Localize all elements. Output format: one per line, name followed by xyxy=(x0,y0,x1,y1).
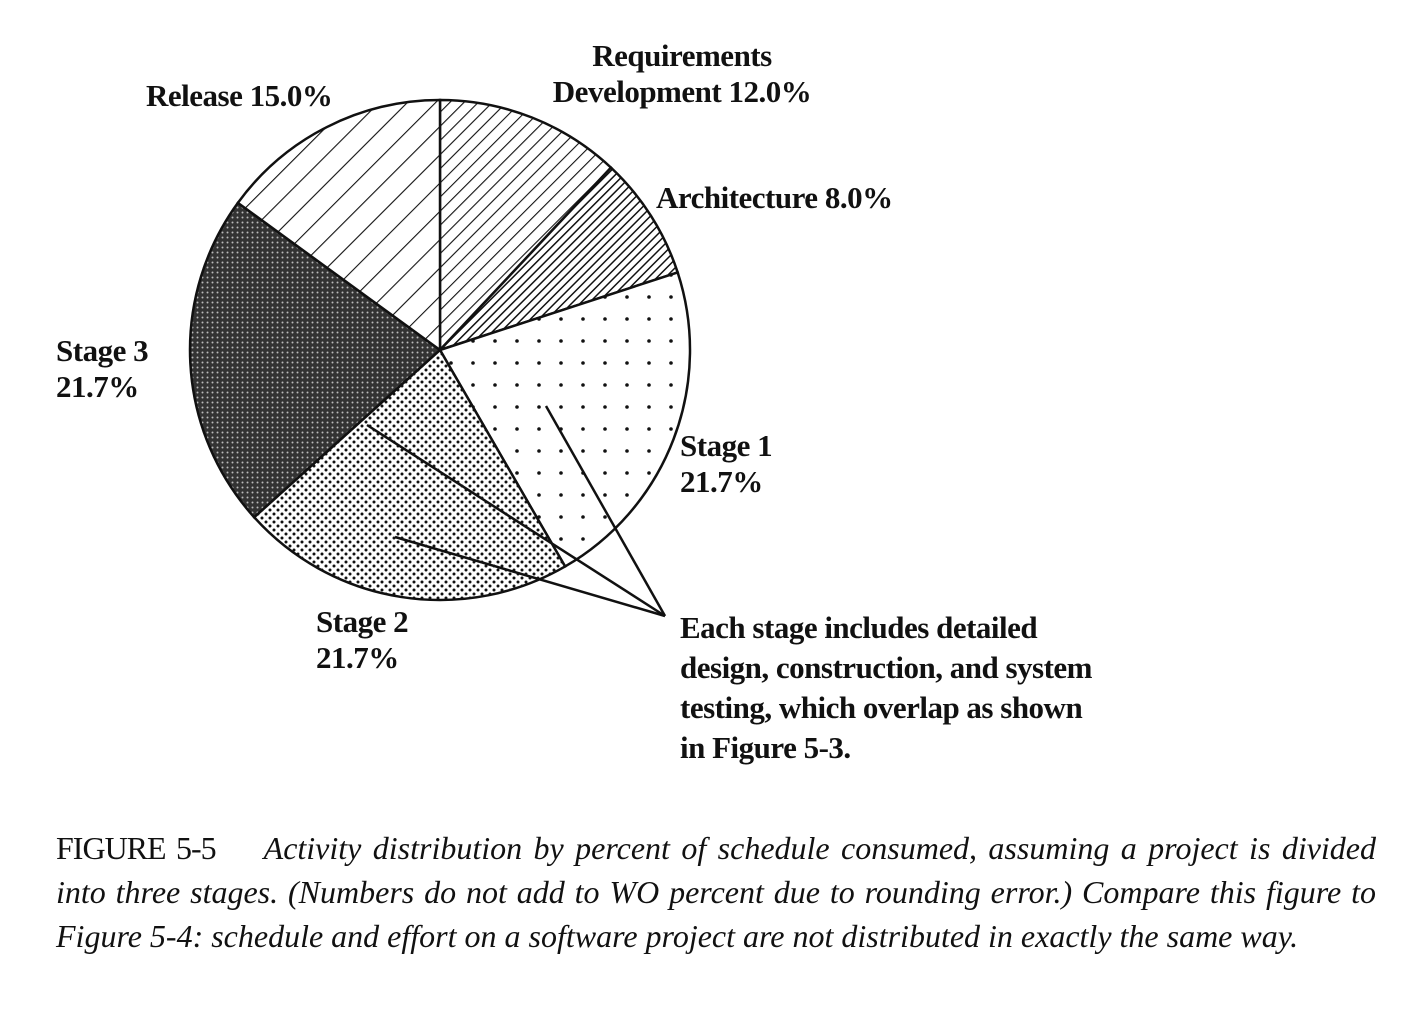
label-line: Stage 1 xyxy=(680,428,773,463)
label-stage-1: Stage 1 21.7% xyxy=(680,428,773,500)
figure-number: FIGURE 5-5 xyxy=(56,830,217,866)
stage-annotation: Each stage includes detailed design, con… xyxy=(680,608,1093,768)
figure-caption: FIGURE 5-5 Activity distribution by perce… xyxy=(56,826,1376,958)
label-requirements: Requirements Development 12.0% xyxy=(522,38,842,110)
label-line: 21.7% xyxy=(680,464,763,499)
label-line: Architecture 8.0% xyxy=(656,180,893,215)
label-stage-3: Stage 3 21.7% xyxy=(56,333,149,405)
annotation-line: design, construction, and system xyxy=(680,650,1093,685)
label-release: Release 15.0% xyxy=(146,78,333,114)
caption-text: Activity distribution by percent of sche… xyxy=(56,830,1377,954)
annotation-line: Each stage includes detailed xyxy=(680,610,1038,645)
label-line: Release 15.0% xyxy=(146,78,333,113)
label-line: Stage 2 xyxy=(316,604,409,639)
label-line: Stage 3 xyxy=(56,333,149,368)
pie-slice-2 xyxy=(438,270,692,569)
label-line: 21.7% xyxy=(316,640,399,675)
pie-slice-0 xyxy=(438,98,613,354)
label-line: Development 12.0% xyxy=(552,74,812,109)
pie-slice-5 xyxy=(236,98,442,353)
annotation-line: in Figure 5-3. xyxy=(680,730,851,765)
pie-slice-3 xyxy=(252,348,567,602)
pie-slice-4 xyxy=(188,201,442,520)
label-architecture: Architecture 8.0% xyxy=(656,180,893,216)
label-line: Requirements xyxy=(592,38,772,73)
label-stage-2: Stage 2 21.7% xyxy=(316,604,409,676)
label-line: 21.7% xyxy=(56,369,139,404)
annotation-line: testing, which overlap as shown xyxy=(680,690,1083,725)
pie-slice-1 xyxy=(439,165,680,352)
callout-lines xyxy=(366,405,667,618)
